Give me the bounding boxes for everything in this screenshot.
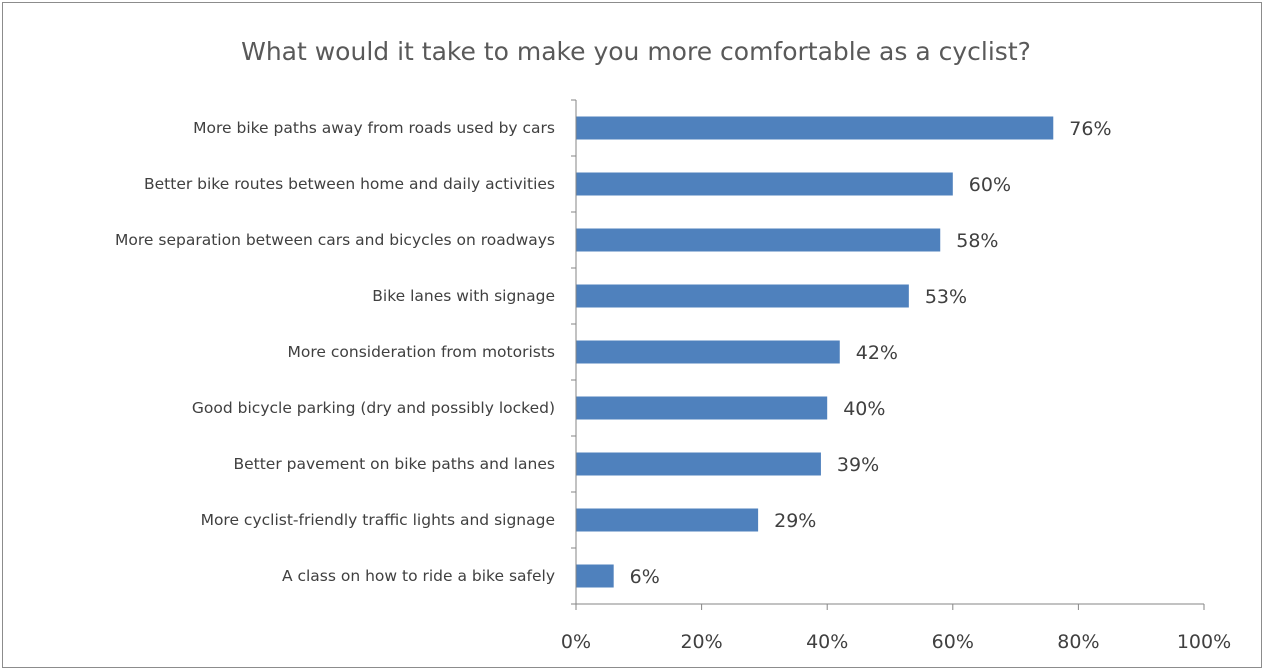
category-label: Better bike routes between home and dail… xyxy=(144,175,555,193)
bar xyxy=(576,117,1053,140)
value-label: 58% xyxy=(956,230,998,252)
chart-title: What would it take to make you more comf… xyxy=(241,37,1031,66)
category-label: More bike paths away from roads used by … xyxy=(193,119,555,137)
value-label: 76% xyxy=(1069,118,1111,140)
value-label: 6% xyxy=(630,566,660,588)
x-tick-label: 40% xyxy=(806,631,848,653)
x-tick-label: 60% xyxy=(932,631,974,653)
x-tick-label: 0% xyxy=(561,631,591,653)
category-label: More separation between cars and bicycle… xyxy=(115,231,555,249)
value-label: 39% xyxy=(837,454,879,476)
value-label: 29% xyxy=(774,510,816,532)
value-label: 53% xyxy=(925,286,967,308)
bar xyxy=(576,509,758,532)
category-label: A class on how to ride a bike safely xyxy=(282,567,555,585)
x-tick-label: 20% xyxy=(680,631,722,653)
bar xyxy=(576,565,614,588)
bar xyxy=(576,173,953,196)
bar xyxy=(576,285,909,308)
bar xyxy=(576,397,827,420)
category-label: More cyclist-friendly traffic lights and… xyxy=(201,511,555,529)
value-label: 40% xyxy=(843,398,885,420)
value-label: 60% xyxy=(969,174,1011,196)
category-label: Better pavement on bike paths and lanes xyxy=(233,455,555,473)
bar xyxy=(576,341,840,364)
x-tick-label: 80% xyxy=(1057,631,1099,653)
plot-area: More bike paths away from roads used by … xyxy=(115,100,1231,653)
bar xyxy=(576,229,940,252)
category-label: Bike lanes with signage xyxy=(372,287,555,305)
category-label: More consideration from motorists xyxy=(288,343,555,361)
value-label: 42% xyxy=(856,342,898,364)
x-tick-label: 100% xyxy=(1177,631,1231,653)
category-label: Good bicycle parking (dry and possibly l… xyxy=(192,399,555,417)
bar xyxy=(576,453,821,476)
